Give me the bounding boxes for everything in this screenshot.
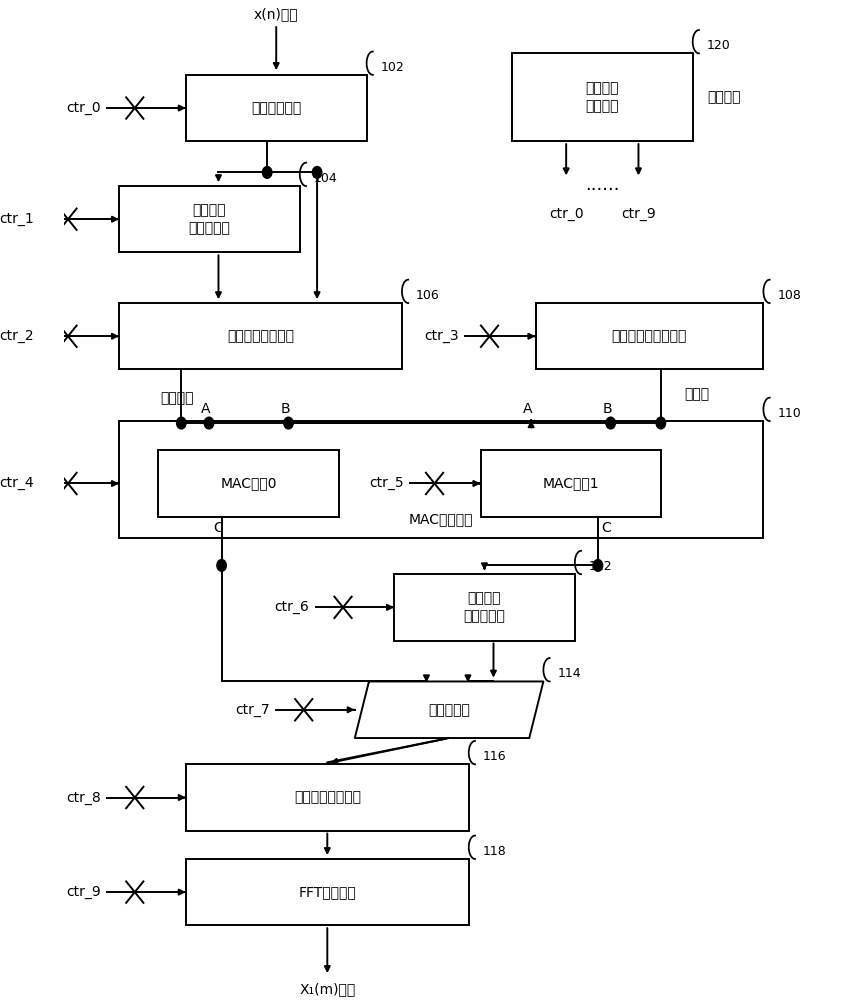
Bar [186, 859, 468, 925]
Circle shape [204, 417, 213, 429]
Text: C: C [601, 521, 610, 535]
Text: 分析电路
第二寄存器: 分析电路 第二寄存器 [463, 591, 505, 624]
Text: ctr_9: ctr_9 [620, 207, 655, 221]
Text: ctr_3: ctr_3 [423, 329, 458, 343]
Polygon shape [354, 681, 543, 738]
Text: 控制信号: 控制信号 [706, 90, 740, 104]
Circle shape [655, 417, 664, 429]
Text: A: A [523, 402, 532, 416]
Text: C: C [212, 521, 223, 535]
Circle shape [217, 560, 226, 571]
Text: 分析电路
控制模块: 分析电路 控制模块 [585, 81, 618, 114]
Text: X₁(m)输出: X₁(m)输出 [299, 982, 355, 996]
Text: ctr_8: ctr_8 [67, 791, 101, 805]
Text: 112: 112 [589, 560, 612, 573]
Bar [158, 450, 339, 517]
Circle shape [283, 417, 293, 429]
Bar [535, 303, 763, 369]
Bar [186, 75, 366, 141]
Circle shape [177, 417, 186, 429]
Circle shape [593, 560, 602, 571]
Text: MAC运算模块: MAC运算模块 [409, 512, 473, 526]
Text: ctr_2: ctr_2 [0, 329, 34, 343]
Text: 分析电路
第一寄存器: 分析电路 第一寄存器 [189, 203, 230, 235]
Text: B: B [280, 402, 290, 416]
Text: 120: 120 [706, 39, 729, 52]
Bar [393, 574, 574, 641]
Text: 106: 106 [415, 289, 439, 302]
Circle shape [262, 167, 271, 178]
Text: A: A [200, 402, 211, 416]
Text: ctr_4: ctr_4 [0, 476, 34, 490]
Text: 108: 108 [776, 289, 800, 302]
Text: 窗系数: 窗系数 [683, 387, 709, 401]
Text: ctr_6: ctr_6 [274, 600, 309, 614]
Text: ctr_1: ctr_1 [0, 212, 34, 226]
Text: 110: 110 [776, 407, 800, 420]
Text: ctr_0: ctr_0 [67, 101, 101, 115]
Bar [186, 764, 468, 831]
Bar [119, 421, 763, 538]
Text: 114: 114 [557, 667, 581, 680]
Text: ctr_0: ctr_0 [548, 207, 583, 221]
Text: 多路选择器: 多路选择器 [427, 703, 469, 717]
Text: ctr_5: ctr_5 [368, 476, 403, 490]
Text: 样本序列: 样本序列 [160, 392, 194, 406]
Text: x(n)输入: x(n)输入 [253, 7, 299, 21]
Text: FFT处理模块: FFT处理模块 [298, 885, 356, 899]
Text: ......: ...... [584, 176, 618, 194]
Text: 分析窗系数获取模块: 分析窗系数获取模块 [611, 329, 687, 343]
Bar [119, 303, 402, 369]
Text: ctr_7: ctr_7 [235, 703, 270, 717]
Bar [511, 53, 692, 141]
Text: 104: 104 [314, 172, 337, 185]
Bar [119, 186, 299, 252]
Text: MAC单元1: MAC单元1 [542, 476, 599, 490]
Text: 102: 102 [380, 61, 404, 74]
Text: 116: 116 [482, 750, 506, 763]
Circle shape [606, 417, 615, 429]
Text: 运算结果存储模块: 运算结果存储模块 [293, 791, 360, 805]
Circle shape [312, 167, 322, 178]
Text: B: B [602, 402, 612, 416]
Bar [480, 450, 660, 517]
Text: 样本序列存储模块: 样本序列存储模块 [227, 329, 293, 343]
Text: 输入缓冲模块: 输入缓冲模块 [251, 101, 301, 115]
Text: 118: 118 [482, 845, 506, 858]
Text: MAC单元0: MAC单元0 [220, 476, 276, 490]
Text: ctr_9: ctr_9 [67, 885, 101, 899]
